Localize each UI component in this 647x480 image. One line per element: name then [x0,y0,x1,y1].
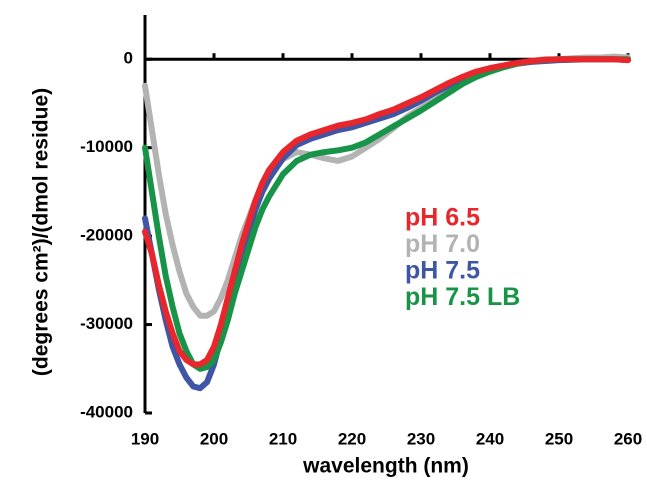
y-tick-label: -10000 [80,137,133,156]
y-tick-label: -30000 [80,314,133,333]
series-line [142,56,631,368]
y-tick-label: -20000 [80,226,133,245]
x-tick-label: 240 [476,429,504,448]
x-axis-title: wavelength (nm) [302,455,469,478]
x-tick-label: 230 [407,429,435,448]
x-tick-label: 250 [545,429,573,448]
series-line [142,53,631,319]
y-axis-title: (degrees cm²)/(dmol residue) [30,88,53,376]
legend-label: pH 7.5 LB [405,283,520,311]
x-tick-label: 190 [131,429,159,448]
y-tick-label: -40000 [80,402,133,421]
legend-label: pH 6.5 [405,204,480,232]
x-tick-label: 220 [338,429,366,448]
x-tick-label: 200 [200,429,228,448]
legend-label: pH 7.0 [405,230,480,258]
x-tick-label: 210 [269,429,297,448]
x-tick-label: 260 [614,429,642,448]
legend-label: pH 7.5 [405,257,480,285]
series-line [142,56,631,372]
y-tick-label: 0 [124,49,133,68]
